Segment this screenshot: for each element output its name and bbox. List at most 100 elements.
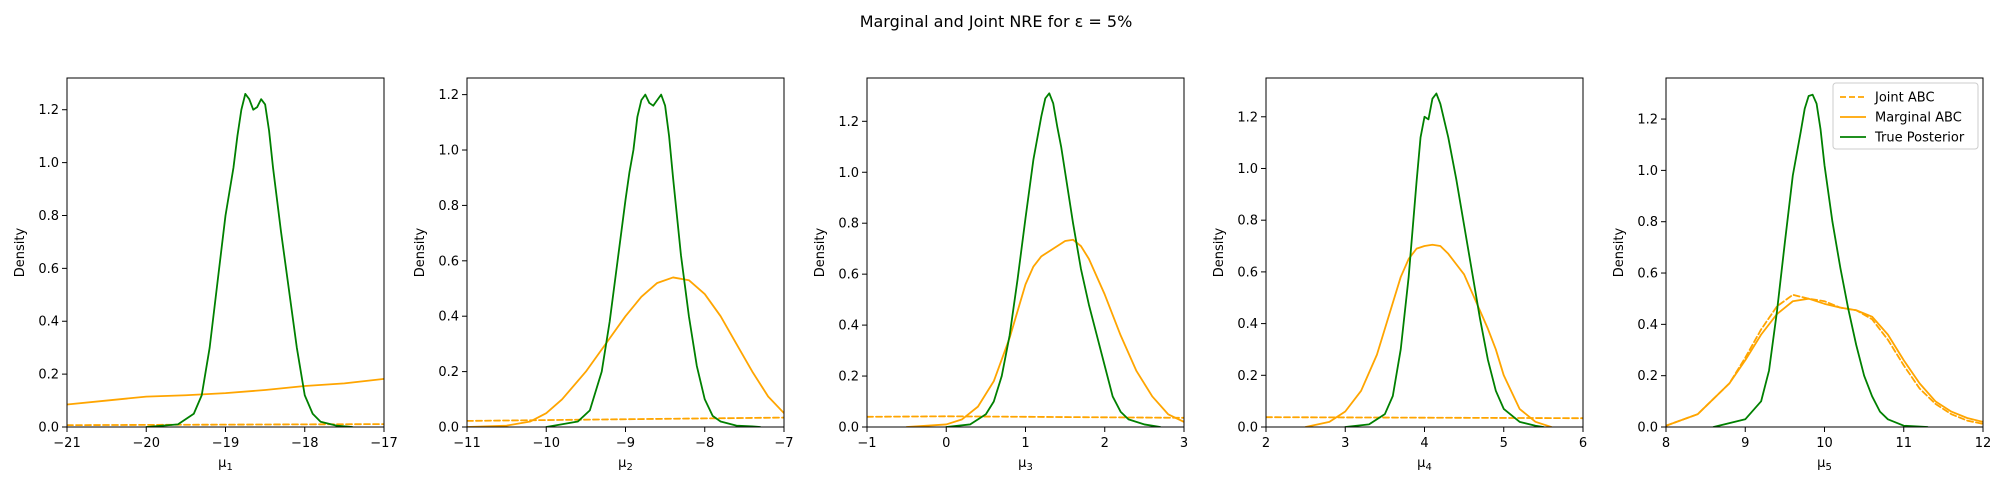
series-line-true-posterior	[145, 92, 354, 427]
series-group	[1666, 93, 1983, 427]
x-tick-label: −18	[291, 436, 318, 451]
y-tick-label: 1.2	[438, 88, 459, 103]
x-tick-label: 9	[1741, 436, 1749, 451]
series-line-marginal-abc	[905, 238, 1184, 427]
x-tick-label: −7	[774, 436, 793, 451]
series-line-joint-abc	[867, 415, 1184, 419]
y-tick-label: 1.0	[38, 156, 59, 171]
y-tick-label: 0.8	[1237, 214, 1258, 229]
y-tick-label: 0.4	[838, 319, 859, 334]
x-tick-label: −8	[695, 436, 714, 451]
y-tick-label: 0.8	[838, 217, 859, 232]
y-tick-label: 0.4	[1237, 317, 1258, 332]
y-tick-label: 0.8	[1637, 215, 1658, 230]
x-tick-label: 6	[1579, 436, 1587, 451]
series-line-true-posterior	[1712, 93, 1929, 427]
y-tick-label: 0.2	[38, 368, 59, 383]
series-line-joint-abc	[1666, 293, 1983, 427]
y-tick-label: 0.0	[1637, 421, 1658, 436]
y-tick-label: 0.4	[38, 315, 59, 330]
y-axis-label: Density	[413, 227, 428, 277]
y-tick-label: 1.0	[438, 144, 459, 159]
x-tick-label: 3	[1341, 436, 1349, 451]
y-tick-label: 1.2	[1237, 110, 1258, 125]
x-tick-label: −9	[616, 436, 635, 451]
y-tick-label: 1.2	[838, 115, 859, 130]
series-line-marginal-abc	[1666, 297, 1983, 427]
x-tick-label: 2	[1262, 436, 1270, 451]
y-tick-label: 0.0	[38, 421, 59, 436]
y-tick-label: 0.0	[438, 421, 459, 436]
y-tick-label: 0.4	[438, 310, 459, 325]
x-tick-label: 3	[1180, 436, 1188, 451]
y-tick-label: 1.0	[1237, 162, 1258, 177]
y-tick-label: 1.0	[838, 166, 859, 181]
legend-label: Marginal ABC	[1875, 111, 1962, 126]
plot-frame	[1265, 77, 1584, 428]
x-tick-label: 1	[1021, 436, 1029, 451]
y-tick-label: 1.0	[1637, 164, 1658, 179]
x-tick-label: −10	[533, 436, 560, 451]
x-tick-label: 12	[1975, 436, 1992, 451]
y-tick-label: 1.2	[1637, 113, 1658, 128]
legend-box	[1832, 82, 1979, 150]
series-line-true-posterior	[945, 92, 1162, 427]
x-tick-label: −19	[212, 436, 239, 451]
x-tick-label: −21	[53, 436, 80, 451]
y-tick-label: 0.2	[1637, 369, 1658, 384]
legend-label: Joint ABC	[1874, 91, 1935, 106]
x-axis-label: μ2	[618, 456, 633, 473]
y-tick-label: 0.2	[438, 365, 459, 380]
panel-3: −1 0 1 2 3 0.0 0.2 0.4 0.6 0.8 1.0 1.2 μ3 Density	[813, 77, 1188, 473]
x-tick-label: 10	[1816, 436, 1833, 451]
y-tick-label: 0.6	[838, 268, 859, 283]
y-axis-label: Density	[1212, 227, 1227, 277]
series-group	[867, 92, 1184, 427]
x-tick-label: −11	[453, 436, 480, 451]
plot-frame	[466, 77, 785, 428]
y-tick-label: 0.0	[838, 421, 859, 436]
x-tick-label: −20	[133, 436, 160, 451]
x-tick-label: 11	[1895, 436, 1912, 451]
x-tick-label: 4	[1420, 436, 1428, 451]
y-axis-label: Density	[1612, 227, 1627, 277]
x-axis-label: μ3	[1018, 456, 1033, 473]
y-tick-label: 0.4	[1637, 318, 1658, 333]
panel-4: 2 3 4 5 6 0.0 0.2 0.4 0.6 0.8 1.0 1.2 μ4 Density	[1212, 77, 1587, 473]
y-tick-label: 0.6	[1237, 265, 1258, 280]
x-tick-label: 5	[1500, 436, 1508, 451]
legend-label: True Posterior	[1874, 131, 1965, 146]
x-tick-label: −1	[857, 436, 876, 451]
series-line-joint-abc	[467, 416, 784, 422]
series-line-joint-abc	[1266, 416, 1583, 420]
series-line-true-posterior	[545, 93, 762, 427]
figure-title: Marginal and Joint NRE for ε = 5%	[860, 12, 1133, 31]
x-axis-label: μ4	[1417, 456, 1432, 473]
x-tick-label: −17	[370, 436, 397, 451]
legend: Joint ABC Marginal ABC True Posterior	[1832, 82, 1979, 150]
y-tick-label: 0.6	[38, 262, 59, 277]
series-line-true-posterior	[1344, 92, 1545, 427]
series-group	[1266, 92, 1583, 427]
y-tick-label: 1.2	[38, 103, 59, 118]
series-group	[67, 92, 384, 427]
x-tick-label: 8	[1662, 436, 1670, 451]
y-tick-label: 0.8	[438, 199, 459, 214]
y-tick-label: 0.0	[1237, 421, 1258, 436]
panel-1: −21 −20 −19 −18 −17 0.0 0.2 0.4 0.6 0.8 1.0 1.2 μ1 De…	[13, 77, 398, 473]
panel-2: −11 −10 −9 −8 −7 0.0 0.2 0.4 0.6 0.8 1.0 1.2 μ2 Densi…	[413, 77, 794, 473]
y-tick-label: 0.6	[438, 254, 459, 269]
series-line-marginal-abc	[67, 377, 384, 406]
y-axis-label: Density	[13, 227, 28, 277]
y-tick-label: 0.2	[838, 370, 859, 385]
series-line-marginal-abc	[1304, 243, 1553, 427]
series-group	[467, 93, 784, 427]
plot-frame	[66, 77, 385, 428]
y-tick-label: 0.8	[38, 209, 59, 224]
x-axis-label: μ1	[218, 456, 233, 473]
x-tick-label: 0	[942, 436, 950, 451]
y-tick-label: 0.2	[1237, 369, 1258, 384]
series-line-marginal-abc	[467, 276, 784, 427]
x-axis-label: μ5	[1817, 456, 1832, 473]
